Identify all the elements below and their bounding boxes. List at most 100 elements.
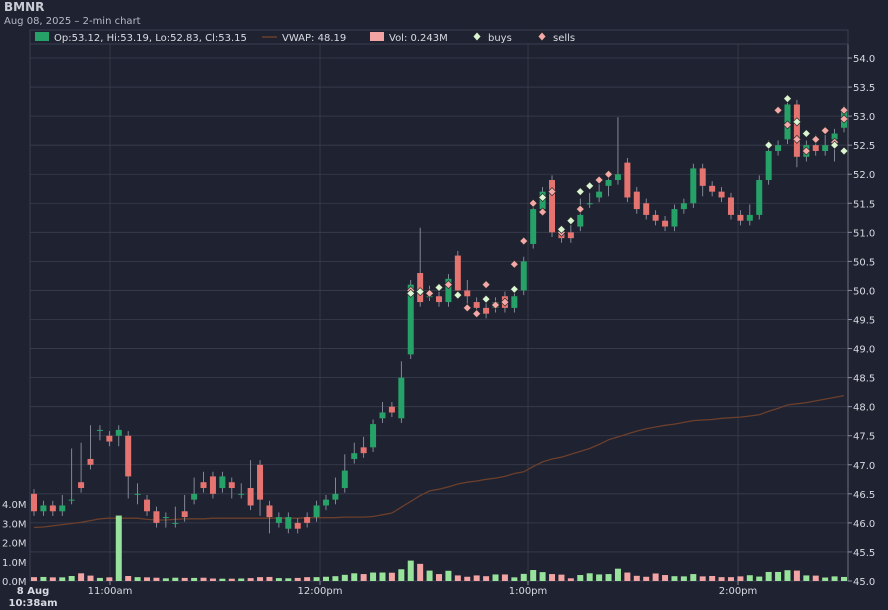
candle	[238, 483, 245, 499]
volume-bar	[577, 575, 584, 581]
candle	[322, 494, 329, 511]
candle	[388, 402, 395, 418]
candle-body	[812, 145, 819, 151]
candle-body	[775, 145, 782, 151]
volume-bar	[841, 576, 847, 581]
candle	[643, 198, 650, 220]
candle-body	[680, 203, 687, 210]
candle	[209, 471, 216, 499]
volume-bar	[370, 572, 377, 581]
candle	[96, 425, 103, 441]
candle-body	[445, 278, 452, 303]
candle-body	[473, 302, 480, 308]
candle-body	[709, 185, 716, 192]
volume-bar	[709, 575, 716, 581]
sell-marker	[509, 259, 519, 269]
volume-bar	[209, 578, 216, 581]
volume-bar	[680, 576, 687, 581]
candle-body	[31, 493, 37, 512]
volume-bar	[596, 574, 603, 581]
candle	[680, 198, 687, 214]
sell-marker	[811, 134, 821, 144]
sell-marker	[443, 280, 453, 290]
candle-body	[125, 435, 132, 477]
volume-bar	[257, 577, 264, 581]
buy-marker	[481, 294, 491, 304]
price-tick-label: 52.5	[853, 141, 875, 152]
volume-bar	[775, 571, 782, 581]
volume-bar	[765, 571, 772, 581]
volume-bar	[727, 577, 734, 581]
price-tick-label: 46.0	[853, 519, 875, 530]
volume-bar	[671, 576, 678, 581]
candle-body	[106, 435, 113, 442]
candle-body	[643, 203, 650, 215]
volume-bar	[614, 568, 621, 581]
volume-bar	[49, 577, 56, 581]
candle-body	[822, 145, 829, 151]
candle	[31, 489, 37, 516]
price-tick-label: 51.0	[853, 228, 875, 239]
volume-bar	[756, 576, 763, 581]
time-tick-label: 2:00pm	[719, 586, 758, 597]
candle-body	[115, 429, 122, 436]
buy-marker	[839, 146, 849, 156]
volume-bar	[388, 572, 395, 581]
price-tick-label: 52.0	[853, 170, 875, 181]
candle-body	[294, 522, 301, 529]
ohlc-swatch	[35, 32, 49, 41]
volume-bar	[294, 577, 301, 581]
candle	[652, 210, 659, 226]
volume-tick-label: 2.0M	[2, 539, 27, 550]
volume-tick-label: 1.0M	[2, 558, 27, 569]
candle	[605, 175, 612, 197]
candle-body	[370, 424, 377, 448]
buy-marker	[509, 284, 519, 294]
axes: 45.0 45.5 46.0 46.5 47.0 47.5 48.0 48.5 49.0 49.5…	[2, 30, 875, 609]
volume-bar	[78, 573, 85, 581]
buy-marker	[415, 287, 425, 297]
volume-bar	[31, 577, 37, 581]
candlesticks	[31, 99, 847, 534]
candle-body	[727, 197, 734, 215]
candle-body	[407, 284, 414, 355]
time-label-start-time: 10:38am	[9, 598, 58, 609]
volume-bar	[96, 577, 103, 581]
candle-body	[153, 511, 160, 523]
candle	[549, 175, 556, 237]
candle-body	[737, 214, 744, 221]
candle-body	[285, 517, 292, 529]
candle	[690, 163, 697, 208]
candle-body	[341, 470, 348, 489]
candle-body	[59, 505, 66, 512]
sell-marker	[839, 105, 849, 115]
volume-bar	[793, 570, 800, 581]
candle-body	[436, 296, 442, 303]
candle	[577, 198, 584, 232]
candle	[464, 279, 471, 307]
buy-marker	[434, 283, 444, 293]
candle	[68, 448, 75, 505]
time-label-start-date: 8 Aug	[17, 586, 49, 597]
candle	[162, 512, 169, 528]
sell-marker	[792, 134, 802, 144]
candle-body	[144, 499, 151, 512]
volume-bar	[247, 578, 254, 581]
volume-bar	[652, 573, 659, 581]
candle-body	[172, 522, 179, 524]
candle-body	[614, 174, 621, 181]
candle	[530, 204, 537, 249]
volume-bar	[567, 578, 574, 581]
time-tick-label: 11:00am	[88, 586, 133, 597]
candle-body	[96, 429, 103, 431]
candle	[662, 216, 669, 232]
candle-body	[652, 214, 659, 221]
candle	[511, 291, 518, 313]
candle	[87, 425, 94, 470]
sell-marker	[547, 187, 557, 197]
sell-marker	[604, 169, 614, 179]
sell-marker	[801, 146, 811, 156]
volume-bar	[40, 576, 47, 581]
trade-markers	[406, 94, 849, 319]
